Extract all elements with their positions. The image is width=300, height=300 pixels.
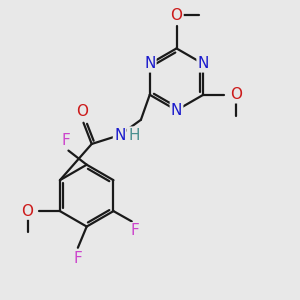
Text: N: N — [198, 56, 209, 71]
Text: N: N — [144, 56, 155, 71]
Text: O: O — [22, 204, 34, 219]
Text: N: N — [114, 128, 125, 142]
Text: N: N — [171, 103, 182, 118]
Text: F: F — [131, 223, 140, 238]
Text: O: O — [230, 87, 242, 102]
Text: H: H — [128, 128, 140, 142]
Text: O: O — [170, 8, 182, 22]
Text: O: O — [76, 104, 88, 119]
Text: F: F — [62, 133, 70, 148]
Text: F: F — [74, 250, 82, 266]
